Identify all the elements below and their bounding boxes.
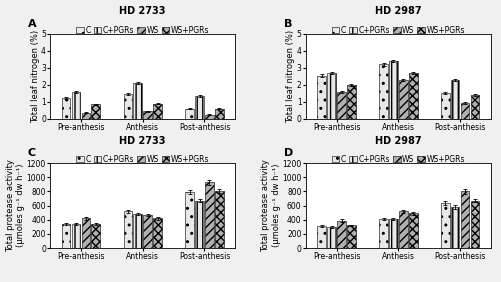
Bar <box>153 218 162 248</box>
Bar <box>327 73 336 119</box>
Legend: C, C+PGRs, WS, WS+PGRs: C, C+PGRs, WS, WS+PGRs <box>332 155 465 164</box>
Bar <box>389 219 398 248</box>
Bar <box>153 103 162 119</box>
Bar <box>441 92 449 119</box>
Bar <box>470 201 479 248</box>
Bar <box>124 211 132 248</box>
Bar <box>82 113 90 119</box>
Bar <box>92 104 100 119</box>
Bar <box>399 211 408 248</box>
Bar <box>205 115 214 119</box>
Text: C: C <box>28 148 36 158</box>
Y-axis label: Total protease activity
(μmoles g⁻¹ dw h⁻¹): Total protease activity (μmoles g⁻¹ dw h… <box>6 159 25 252</box>
Y-axis label: Total protease activity
(μmoles g⁻¹ dw h⁻¹): Total protease activity (μmoles g⁻¹ dw h… <box>262 159 281 252</box>
Bar <box>72 224 80 248</box>
Bar <box>379 65 388 119</box>
Title: HD 2987: HD 2987 <box>375 6 422 16</box>
Bar <box>133 83 142 119</box>
Bar <box>337 92 346 119</box>
Legend: C, C+PGRs, WS, WS+PGRs: C, C+PGRs, WS, WS+PGRs <box>76 26 209 35</box>
Bar <box>215 191 223 248</box>
Bar <box>379 219 388 248</box>
Bar <box>62 224 71 248</box>
Title: HD 2987: HD 2987 <box>375 136 422 146</box>
Bar <box>470 95 479 119</box>
Legend: C, C+PGRs, WS, WS+PGRs: C, C+PGRs, WS, WS+PGRs <box>76 155 209 164</box>
Bar <box>72 92 80 119</box>
Legend: C, C+PGRs, WS, WS+PGRs: C, C+PGRs, WS, WS+PGRs <box>332 26 465 35</box>
Bar <box>205 182 214 248</box>
Bar <box>143 215 152 248</box>
Bar <box>318 226 326 248</box>
Bar <box>347 85 356 119</box>
Bar <box>143 111 152 119</box>
Y-axis label: Total leaf nitrogen (%): Total leaf nitrogen (%) <box>286 30 295 123</box>
Bar <box>451 80 459 119</box>
Bar <box>195 96 204 119</box>
Bar <box>327 227 336 248</box>
Y-axis label: Total leaf nitrogen (%): Total leaf nitrogen (%) <box>31 30 40 123</box>
Bar <box>409 73 417 119</box>
Text: B: B <box>284 19 292 28</box>
Bar <box>92 224 100 248</box>
Bar <box>461 191 469 248</box>
Bar <box>461 103 469 119</box>
Bar <box>337 221 346 248</box>
Title: HD 2733: HD 2733 <box>119 6 166 16</box>
Text: A: A <box>28 19 37 28</box>
Bar <box>318 76 326 119</box>
Bar <box>82 218 90 248</box>
Bar <box>215 109 223 119</box>
Bar <box>399 80 408 119</box>
Bar <box>62 98 71 119</box>
Bar <box>185 109 194 119</box>
Bar <box>451 207 459 248</box>
Bar <box>409 213 417 248</box>
Bar <box>124 94 132 119</box>
Text: D: D <box>284 148 293 158</box>
Bar <box>185 192 194 248</box>
Bar <box>195 201 204 248</box>
Bar <box>133 214 142 248</box>
Bar <box>441 203 449 248</box>
Bar <box>347 226 356 248</box>
Title: HD 2733: HD 2733 <box>119 136 166 146</box>
Bar <box>389 61 398 119</box>
